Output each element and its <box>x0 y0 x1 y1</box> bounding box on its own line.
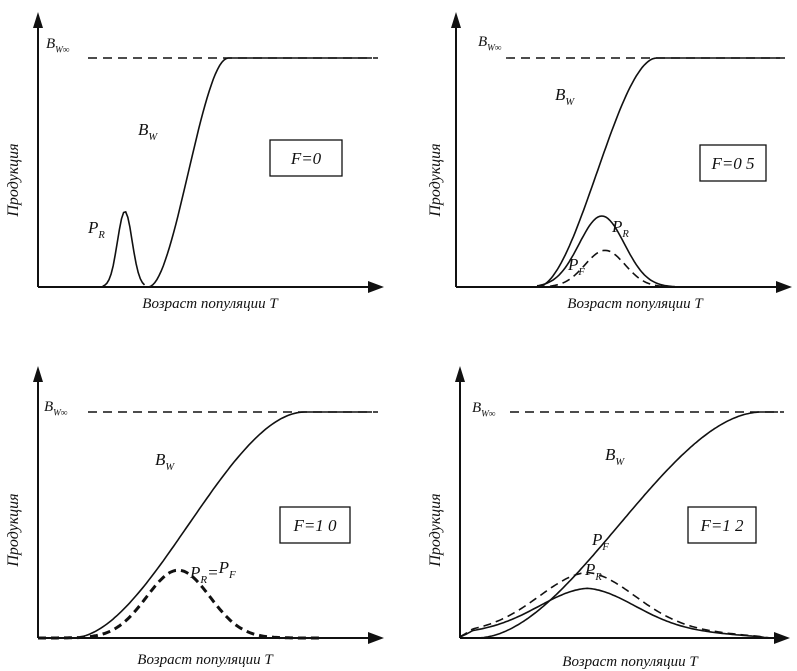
y-axis-label: Продукция <box>5 493 22 567</box>
asymptote-label: BW∞ <box>472 400 496 420</box>
f-value-label: F=0 5 <box>710 154 754 173</box>
series-label-pf: PF <box>591 530 609 553</box>
y-axis-arrow <box>455 366 465 382</box>
f-value-box <box>279 506 351 544</box>
x-axis-arrow <box>368 632 384 644</box>
series-label-pf: PF <box>567 255 585 278</box>
annotation-pr-equals-pf: PR=PF <box>189 558 236 586</box>
y-axis-arrow <box>33 12 43 28</box>
series-pr-curve <box>459 587 771 639</box>
panel-3: BW∞ BW PR=PF F=1 0 Продукция Возраст популяци… <box>5 366 384 668</box>
x-axis-label: Возраст популяции T <box>567 296 704 312</box>
x-axis-label: Возраст популяции T <box>137 652 274 668</box>
x-axis-arrow <box>776 281 792 293</box>
asymptote-label: BW∞ <box>478 34 502 54</box>
x-axis-label: Возраст популяции T <box>142 296 279 312</box>
series-pr-curve <box>536 215 675 288</box>
series-bw-curve <box>460 411 778 639</box>
y-axis-label: Продукция <box>427 493 444 567</box>
x-axis-arrow <box>368 281 384 293</box>
series-label-pr: PR <box>611 217 629 240</box>
series-label-pr: PR <box>584 560 602 583</box>
series-pf-curve <box>459 571 771 639</box>
series-label-bw: BW <box>155 450 175 473</box>
series-bw-curve <box>38 411 372 639</box>
panel-4: BW∞ BW PF PR F=1 2 Продукция Возраст популяции… <box>427 366 790 670</box>
asymptote-label: BW∞ <box>44 399 68 419</box>
f-value-label: F=1 2 <box>699 516 744 535</box>
y-axis-label: Продукция <box>427 143 444 217</box>
f-value-box <box>687 506 757 544</box>
y-axis-arrow <box>451 12 461 28</box>
series-bw-curve <box>38 57 372 288</box>
f-value-label: F=0 <box>290 149 322 168</box>
series-pr-curve <box>102 210 146 287</box>
f-value-box <box>699 144 767 182</box>
series-label-pr: PR <box>87 218 105 241</box>
x-axis-arrow <box>774 632 790 644</box>
series-label-bw: BW <box>605 445 625 468</box>
f-value-label: F=1 0 <box>292 516 337 535</box>
series-label-bw: BW <box>138 120 158 143</box>
series-pf-curve <box>536 249 675 288</box>
f-value-box <box>269 139 343 177</box>
series-pr-curve <box>38 568 322 640</box>
y-axis-arrow <box>33 366 43 382</box>
series-label-bw: BW <box>555 85 575 108</box>
series-bw-curve <box>456 57 780 288</box>
asymptote-label: BW∞ <box>46 36 70 56</box>
panel-2: BW∞ BW PR PF F=0 5 Продукция Возраст популяции… <box>427 12 792 312</box>
panel-1: BW∞ BW PR F=0 Продукция Возраст популяции T <box>5 12 384 312</box>
y-axis-label: Продукция <box>5 143 22 217</box>
x-axis-label: Возраст популяции T <box>562 654 699 670</box>
